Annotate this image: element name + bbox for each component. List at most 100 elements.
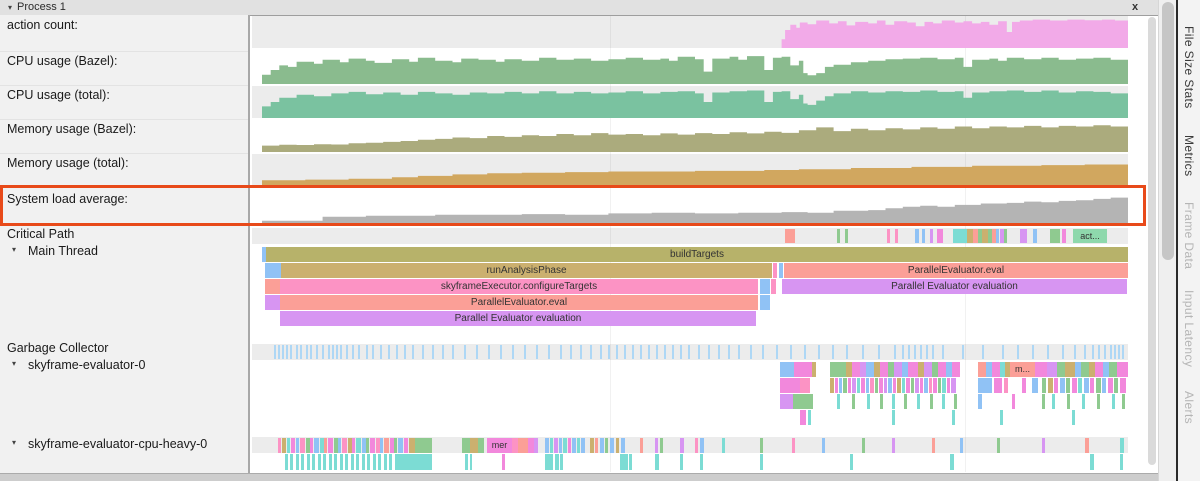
slice[interactable] <box>986 362 992 377</box>
slice[interactable] <box>996 229 999 243</box>
gc-slice[interactable] <box>296 345 298 359</box>
slice[interactable] <box>837 229 840 243</box>
slice[interactable] <box>291 438 295 453</box>
slice[interactable] <box>296 454 299 470</box>
slice[interactable] <box>880 362 888 377</box>
slice[interactable] <box>616 438 619 453</box>
slice[interactable] <box>866 378 869 393</box>
slice[interactable] <box>722 438 725 453</box>
slice[interactable] <box>938 362 946 377</box>
slice-ParallelEvaluatoreval[interactable]: ParallelEvaluator.eval <box>784 263 1128 278</box>
slice[interactable] <box>518 438 528 453</box>
slice[interactable] <box>342 438 347 453</box>
slice[interactable] <box>1089 362 1095 377</box>
slice[interactable] <box>852 362 860 377</box>
slice[interactable] <box>830 362 846 377</box>
gc-slice[interactable] <box>300 345 302 359</box>
slice[interactable] <box>1000 362 1005 377</box>
gc-slice[interactable] <box>278 345 280 359</box>
slice[interactable] <box>940 229 943 243</box>
gc-slice[interactable] <box>926 345 928 359</box>
sidebar-tab-file-size-stats[interactable]: File Size Stats <box>1182 26 1196 109</box>
slice[interactable] <box>577 438 580 453</box>
slice[interactable] <box>800 378 810 393</box>
slice[interactable] <box>1078 378 1082 393</box>
slice[interactable] <box>924 378 928 393</box>
counter-chart-cpu-usage-bazel-[interactable] <box>252 50 1128 84</box>
slice[interactable] <box>888 378 892 393</box>
counter-chart-memory-usage-total-[interactable] <box>252 154 1128 186</box>
slice[interactable] <box>794 362 812 377</box>
gc-slice[interactable] <box>570 345 572 359</box>
slice[interactable] <box>534 438 538 453</box>
slice[interactable] <box>700 438 704 453</box>
slice[interactable] <box>695 438 698 453</box>
slice[interactable] <box>884 378 887 393</box>
gc-slice[interactable] <box>1110 345 1112 359</box>
slice[interactable] <box>860 362 866 377</box>
gc-slice[interactable] <box>790 345 792 359</box>
gc-slice[interactable] <box>1114 345 1116 359</box>
slice[interactable] <box>929 378 932 393</box>
slice[interactable] <box>930 229 933 243</box>
slice[interactable] <box>384 454 387 470</box>
slice[interactable] <box>843 378 847 393</box>
slice[interactable] <box>933 378 937 393</box>
slice[interactable] <box>554 438 558 453</box>
slice[interactable] <box>373 454 376 470</box>
slice[interactable] <box>572 438 576 453</box>
gc-slice[interactable] <box>942 345 944 359</box>
slice[interactable] <box>415 438 432 453</box>
gc-slice[interactable] <box>862 345 864 359</box>
slice[interactable] <box>590 438 594 453</box>
gc-slice[interactable] <box>1047 345 1049 359</box>
slice[interactable] <box>610 438 614 453</box>
slice[interactable] <box>1114 378 1118 393</box>
slice[interactable] <box>389 454 392 470</box>
slice[interactable] <box>352 438 355 453</box>
slice[interactable] <box>367 454 370 470</box>
slice[interactable] <box>550 438 553 453</box>
slice[interactable] <box>478 438 484 453</box>
slice[interactable] <box>362 438 366 453</box>
gc-slice[interactable] <box>1074 345 1076 359</box>
slice[interactable] <box>1004 378 1008 393</box>
slice[interactable] <box>356 438 361 453</box>
slice[interactable] <box>902 362 908 377</box>
slice[interactable] <box>967 229 973 243</box>
gc-slice[interactable] <box>894 345 896 359</box>
slice[interactable] <box>1062 229 1066 243</box>
slice[interactable] <box>1084 378 1089 393</box>
gc-slice[interactable] <box>328 345 330 359</box>
gc-slice[interactable] <box>1084 345 1086 359</box>
gc-slice[interactable] <box>442 345 444 359</box>
slice[interactable] <box>982 229 988 243</box>
slice[interactable] <box>793 394 813 409</box>
slice[interactable] <box>760 454 763 470</box>
slice[interactable] <box>307 454 310 470</box>
slice[interactable] <box>1120 378 1126 393</box>
slice[interactable] <box>680 454 683 470</box>
slice[interactable] <box>978 229 982 243</box>
gc-slice[interactable] <box>310 345 312 359</box>
slice[interactable] <box>296 438 299 453</box>
gc-slice[interactable] <box>688 345 690 359</box>
gc-slice[interactable] <box>738 345 740 359</box>
slice[interactable] <box>1085 438 1089 453</box>
slice[interactable] <box>1097 394 1100 409</box>
slice[interactable] <box>278 438 281 453</box>
slice[interactable] <box>1072 410 1075 425</box>
slice[interactable] <box>338 438 341 453</box>
gc-slice[interactable] <box>846 345 848 359</box>
gc-slice[interactable] <box>560 345 562 359</box>
gc-slice[interactable] <box>908 345 910 359</box>
slice[interactable] <box>394 438 397 453</box>
slice[interactable] <box>1108 378 1113 393</box>
slice[interactable] <box>306 438 310 453</box>
track-label-skyframe-evaluator-0[interactable]: ▾ skyframe-evaluator-0 <box>0 358 246 372</box>
slice[interactable] <box>792 438 795 453</box>
slice[interactable] <box>1112 394 1115 409</box>
gc-slice[interactable] <box>680 345 682 359</box>
gc-slice[interactable] <box>920 345 922 359</box>
slice[interactable] <box>779 263 783 278</box>
